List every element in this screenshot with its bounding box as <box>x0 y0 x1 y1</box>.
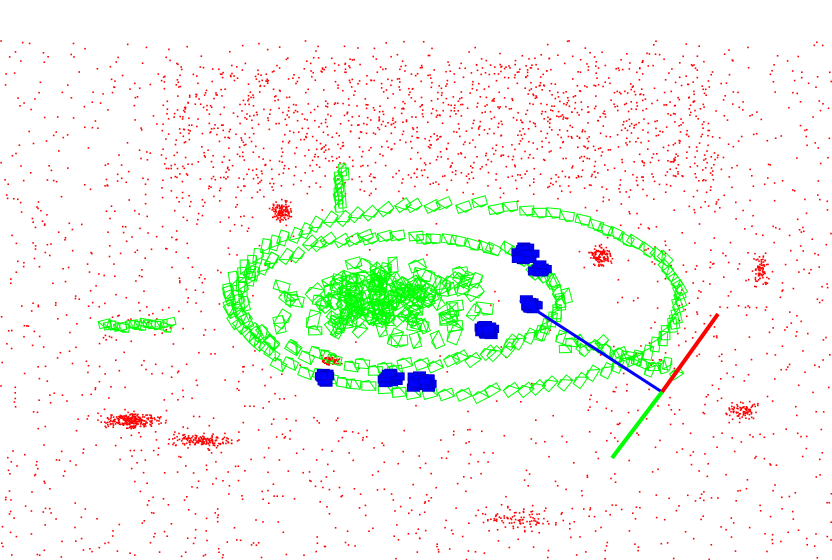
keyframe-frustums-layer <box>97 163 689 405</box>
current-camera-axes <box>519 298 720 460</box>
map-points-layer <box>0 40 832 560</box>
camera-x-axis-line <box>660 312 720 394</box>
local-keyframes-layer <box>314 242 552 392</box>
camera-y-axis-line <box>610 390 664 460</box>
trajectory-link-line <box>519 298 663 394</box>
